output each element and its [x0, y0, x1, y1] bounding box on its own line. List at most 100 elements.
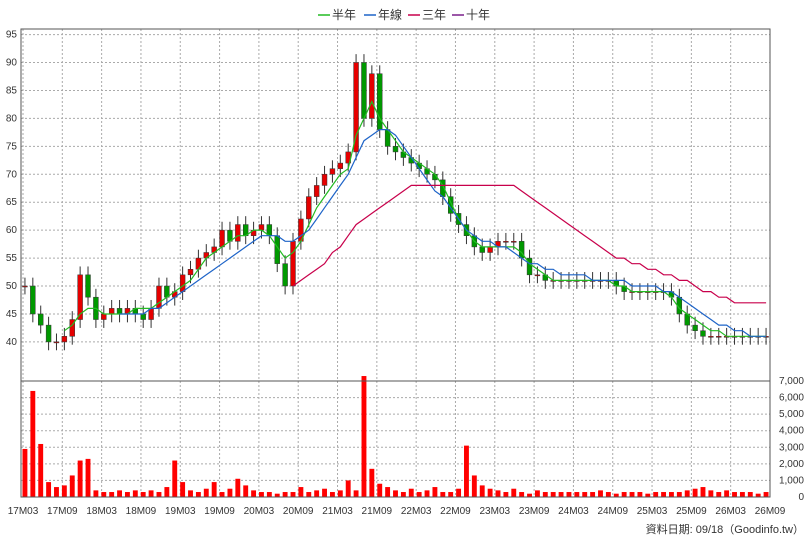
volume-bar: [345, 480, 351, 497]
source-label: 資料日期: 09/18（Goodinfo.tw）: [646, 522, 804, 536]
candle-body: [503, 241, 509, 243]
volume-bar: [361, 376, 367, 497]
volume-bar: [487, 488, 493, 497]
candle-body: [369, 73, 375, 119]
price-tick-label: 80: [6, 113, 18, 124]
volume-bar: [148, 490, 154, 497]
volume-bar: [266, 492, 272, 497]
time-tick-label: 25M09: [676, 506, 707, 517]
volume-bar: [550, 492, 556, 497]
moving-average-line: [64, 100, 767, 337]
volume-bar: [77, 460, 83, 497]
volume-bar: [369, 468, 375, 497]
volume-bar: [464, 445, 469, 497]
candle-body: [479, 246, 485, 253]
volume-bar: [69, 475, 75, 497]
volume-bar: [180, 482, 186, 497]
volume-bar: [566, 492, 572, 497]
volume-bar: [322, 488, 327, 497]
price-tick-label: 90: [6, 58, 18, 69]
candle-body: [526, 257, 533, 276]
volume-bar: [101, 492, 107, 497]
volume-bar: [385, 487, 391, 497]
candle-body: [77, 274, 83, 320]
time-tick-label: 18M03: [86, 506, 117, 517]
volume-bar: [416, 492, 422, 497]
candle-body: [101, 313, 107, 320]
volume-bar: [574, 492, 580, 497]
volume-bar: [124, 492, 130, 497]
volume-bar: [314, 490, 320, 497]
time-tick-label: 26M09: [755, 506, 786, 517]
price-tick-label: 60: [6, 225, 18, 236]
legend: 半年 年線 三年 十年: [318, 7, 490, 22]
candle-body: [534, 274, 541, 277]
volume-bar: [534, 490, 540, 497]
volume-bar: [613, 493, 619, 497]
price-tick-label: 70: [6, 169, 18, 180]
time-tick-label: 19M09: [204, 506, 235, 517]
volume-bar: [164, 487, 170, 497]
volume-bar: [132, 490, 138, 497]
time-tick-label: 19M03: [165, 506, 196, 517]
candle-body: [392, 146, 399, 153]
time-tick-label: 20M09: [283, 506, 314, 517]
candle-body: [53, 341, 60, 344]
time-tick-label: 26M03: [715, 506, 746, 517]
legend-label: 三年: [422, 8, 446, 22]
volume-bar: [598, 490, 603, 497]
time-tick-label: 21M03: [322, 506, 353, 517]
volume-bar: [140, 492, 146, 497]
candle-body: [187, 269, 194, 276]
candle-body: [487, 246, 493, 253]
candle-body: [716, 336, 722, 338]
volume-bar: [653, 492, 659, 497]
volume-bar: [590, 492, 596, 497]
volume-bar: [337, 490, 343, 497]
volume-bar: [85, 458, 91, 497]
candle-body: [45, 324, 52, 343]
candle-body: [708, 336, 714, 338]
time-tick-label: 22M09: [440, 506, 471, 517]
candle-body: [282, 263, 288, 287]
volume-bar: [700, 487, 706, 497]
time-tick-label: 24M09: [597, 506, 628, 517]
volume-bar: [511, 488, 517, 497]
moving-average-line: [119, 129, 767, 337]
volume-bar: [22, 448, 28, 497]
volume-bar: [527, 493, 532, 497]
volume-bar: [739, 492, 745, 497]
price-tick-label: 45: [6, 309, 18, 320]
volume-tick-label: 1,000: [779, 475, 804, 486]
volume-bar: [227, 488, 233, 497]
volume-bar: [456, 488, 462, 497]
volume-tick-label: 4,000: [779, 426, 804, 437]
volume-bar: [448, 492, 454, 497]
volume-bar: [408, 488, 414, 497]
volume-bar: [188, 490, 193, 497]
volume-bar: [732, 492, 737, 497]
volume-bar: [708, 490, 714, 497]
volume-bar: [235, 478, 241, 497]
volume-bar: [393, 490, 398, 497]
volume-bar: [676, 492, 682, 497]
volume-bar: [724, 490, 730, 497]
volume-bar: [306, 492, 312, 497]
volume-bar: [716, 492, 722, 497]
volume-bar: [605, 492, 611, 497]
candle-body: [85, 274, 91, 298]
volume-bar: [38, 443, 44, 497]
time-tick-label: 18M09: [126, 506, 157, 517]
candle-body: [38, 313, 44, 326]
candle-body: [337, 162, 344, 169]
candle-body: [258, 224, 265, 231]
legend-label: 年線: [378, 7, 402, 22]
volume-bar: [109, 492, 115, 497]
volume-bar: [621, 492, 627, 497]
volume-bar: [747, 492, 753, 497]
candle-body: [116, 308, 123, 315]
volume-bar: [377, 483, 383, 497]
time-tick-label: 23M09: [519, 506, 550, 517]
volume-bar: [692, 488, 698, 497]
volume-bar: [329, 492, 335, 497]
